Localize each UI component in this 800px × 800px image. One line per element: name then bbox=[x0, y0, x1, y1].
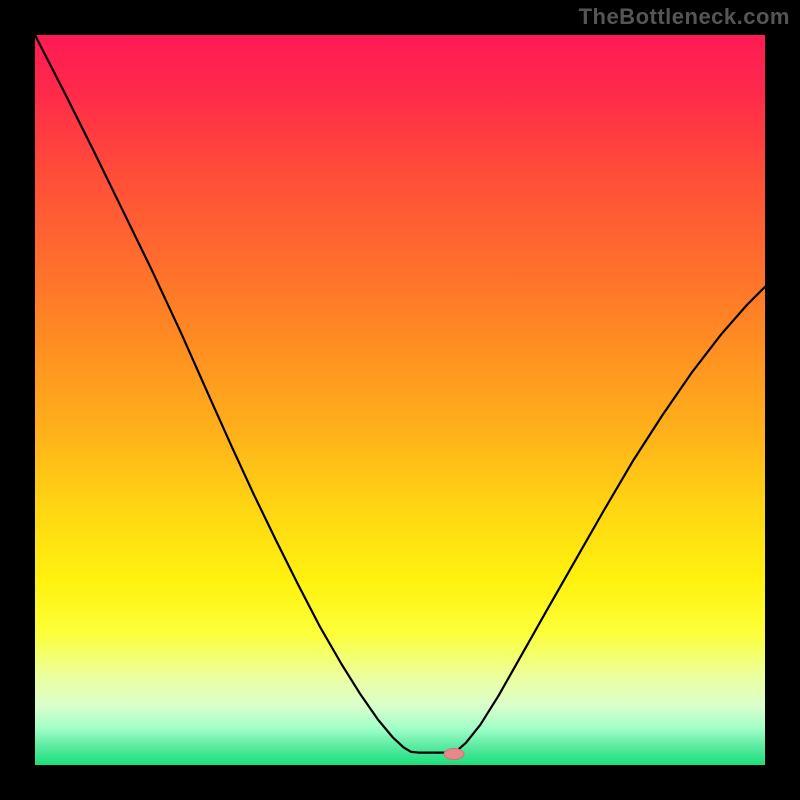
chart-frame-border bbox=[0, 765, 800, 800]
chart-frame-border bbox=[0, 35, 35, 765]
watermark-text: TheBottleneck.com bbox=[579, 4, 790, 30]
bottleneck-chart-svg bbox=[0, 0, 800, 800]
chart-background bbox=[35, 35, 765, 765]
chart-container: TheBottleneck.com bbox=[0, 0, 800, 800]
optimal-point-marker bbox=[444, 749, 464, 760]
chart-frame-border bbox=[765, 35, 800, 765]
